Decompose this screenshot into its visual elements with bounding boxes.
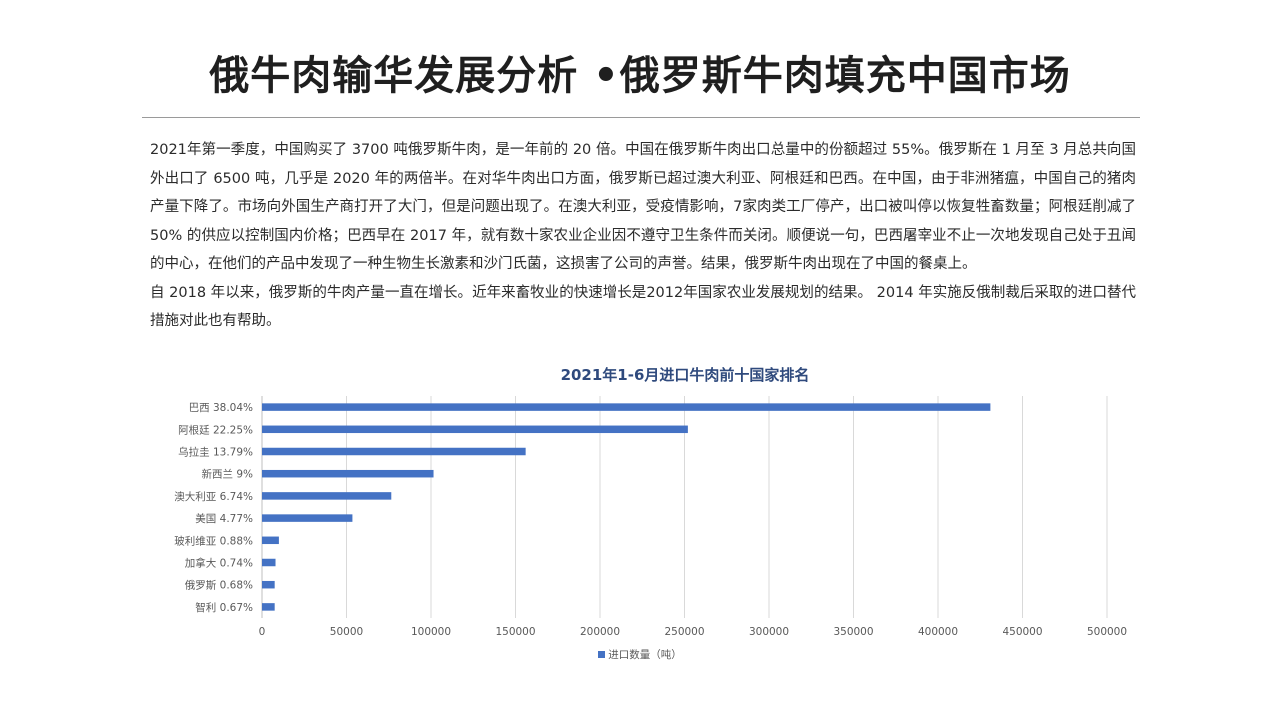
category-label: 巴西 38.04%	[189, 402, 253, 414]
chart-title: 2021年1-6月进口牛肉前十国家排名	[560, 366, 810, 384]
x-tick-label: 50000	[330, 626, 363, 638]
bar	[262, 536, 279, 545]
x-tick-label: 200000	[580, 626, 620, 638]
paragraph-1: 2021年第一季度，中国购买了 3700 吨俄罗斯牛肉，是一年前的 20 倍。中…	[150, 142, 1136, 272]
bar	[262, 447, 526, 456]
category-label: 智利 0.67%	[195, 601, 253, 614]
category-label: 阿根廷 22.25%	[178, 423, 253, 436]
category-label: 玻利维亚 0.88%	[174, 534, 253, 547]
category-label: 美国 4.77%	[195, 512, 253, 525]
category-label: 澳大利亚 6.74%	[174, 490, 253, 503]
bar	[262, 403, 991, 411]
x-tick-label: 100000	[411, 626, 451, 638]
body-text: 2021年第一季度，中国购买了 3700 吨俄罗斯牛肉，是一年前的 20 倍。中…	[150, 136, 1136, 336]
x-tick-label: 500000	[1087, 626, 1127, 638]
chart-legend: 进口数量（吨）	[0, 647, 1280, 662]
x-tick-label: 350000	[833, 626, 873, 638]
category-label: 俄罗斯 0.68%	[185, 579, 253, 592]
bar	[262, 425, 688, 434]
category-label: 加拿大 0.74%	[185, 557, 253, 570]
bar	[262, 603, 275, 611]
paragraph-2: 自 2018 年以来，俄罗斯的牛肉产量一直在增长。近年来畜牧业的快速增长是201…	[150, 284, 1136, 330]
category-label: 新西兰 9%	[202, 468, 254, 481]
x-tick-label: 400000	[918, 626, 958, 638]
bar	[262, 469, 434, 478]
bar	[262, 558, 276, 567]
x-tick-label: 250000	[664, 626, 704, 638]
bar	[262, 580, 275, 589]
x-tick-label: 300000	[749, 626, 789, 638]
x-tick-label: 150000	[495, 626, 535, 638]
bar	[262, 514, 353, 522]
page-title: 俄牛肉输华发展分析 •俄罗斯牛肉填充中国市场	[209, 53, 1071, 99]
x-tick-label: 450000	[1002, 626, 1042, 638]
legend-label: 进口数量（吨）	[608, 649, 682, 661]
category-label: 乌拉圭 13.79%	[178, 446, 253, 459]
title-divider	[142, 117, 1140, 118]
bar	[262, 492, 392, 500]
legend-swatch	[598, 651, 606, 658]
x-tick-label: 0	[259, 626, 266, 638]
